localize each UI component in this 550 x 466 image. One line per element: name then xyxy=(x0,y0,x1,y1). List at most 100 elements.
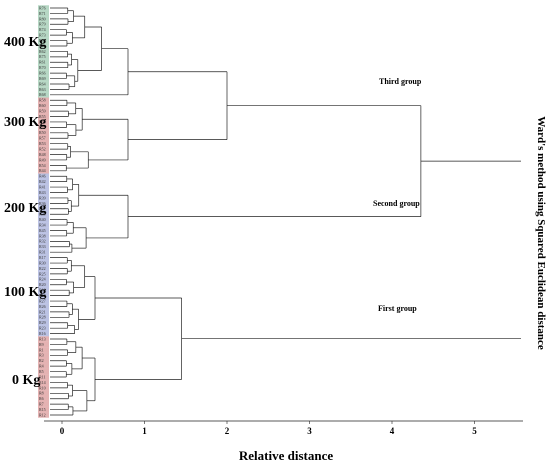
leaf-color-box xyxy=(38,173,49,179)
group-label-300kg: 300 Kg xyxy=(4,115,46,130)
leaf-color-box xyxy=(38,5,49,11)
leaf-label: R62 xyxy=(39,49,46,54)
leaf-color-box xyxy=(38,330,49,337)
leaf-color-box xyxy=(38,86,49,93)
x-tick-label: 0 xyxy=(60,426,65,436)
leaf-label: R15 xyxy=(39,407,46,412)
leaf-label: R10 xyxy=(39,385,46,390)
leaf-color-box xyxy=(38,92,49,98)
leaf-color-box xyxy=(38,406,49,413)
leaf-color-box xyxy=(38,16,49,22)
leaf-color-box xyxy=(38,43,49,49)
leaf-color-box xyxy=(38,119,49,125)
leaf-color-box xyxy=(38,292,49,299)
leaf-color-box xyxy=(38,162,49,169)
leaf-color-box xyxy=(38,54,49,60)
leaf-label: R32 xyxy=(39,239,46,244)
leaf-label: R53 xyxy=(39,141,46,146)
leaf-color-box xyxy=(38,32,49,38)
leaf-label: R16 xyxy=(39,331,46,336)
leaf-color-box xyxy=(38,211,49,217)
leaf-label: R50 xyxy=(39,130,46,135)
leaf-label: R40 xyxy=(39,217,46,222)
leaf-color-box xyxy=(38,412,49,418)
leaf-label: R9 xyxy=(39,342,44,347)
leaf-label: R4 xyxy=(39,364,44,369)
leaf-label: R11 xyxy=(39,374,46,379)
leaf-label: R37 xyxy=(39,206,46,211)
leaf-color-box xyxy=(38,157,49,163)
leaf-color-box xyxy=(38,81,49,87)
leaf-label: R31 xyxy=(39,250,46,255)
leaf-label: R60 xyxy=(39,103,46,108)
leaf-label: R35 xyxy=(39,212,46,217)
leaf-label: R38 xyxy=(39,233,46,238)
group-label-200kg: 200 Kg xyxy=(4,201,46,216)
cluster-label-third-group: Third group xyxy=(379,77,422,86)
leaf-color-box xyxy=(38,233,49,239)
y-axis-label: Ward's method using Squared Euclidean di… xyxy=(535,116,547,350)
cluster-label-first-group: First group xyxy=(378,304,417,313)
leaf-color-box xyxy=(38,222,49,228)
leaf-color-box xyxy=(38,287,49,293)
group-label-0kg: 0 Kg xyxy=(12,373,40,388)
leaf-label: R27 xyxy=(39,298,46,303)
leaf-label: R70 xyxy=(39,65,46,70)
leaf-label: R18 xyxy=(39,293,46,298)
leaf-color-box xyxy=(38,265,49,272)
leaf-color-box xyxy=(38,75,49,82)
leaf-color-box xyxy=(38,368,49,375)
leaf-label: R14 xyxy=(39,380,46,385)
leaf-label: R28 xyxy=(39,315,46,320)
leaf-label: R80 xyxy=(39,16,46,21)
leaf-label: R59 xyxy=(39,109,46,114)
leaf-label: R41 xyxy=(39,184,46,189)
leaf-label: R1 xyxy=(39,347,44,352)
leaf-color-box xyxy=(38,26,49,33)
leaf-label: R36 xyxy=(39,201,46,206)
leaf-label: R49 xyxy=(39,157,46,162)
leaf-color-box xyxy=(38,206,49,212)
leaf-color-box xyxy=(38,298,49,304)
leaf-color-box xyxy=(38,70,49,76)
leaf-color-box xyxy=(38,249,49,255)
leaf-label: R74 xyxy=(39,27,46,32)
leaf-color-box xyxy=(38,374,49,380)
leaf-color-box xyxy=(38,102,49,109)
group-label-400kg: 400 Kg xyxy=(4,35,46,50)
leaf-label: R78 xyxy=(39,38,46,43)
leaf-label: R5 xyxy=(39,369,44,374)
leaf-label: R57 xyxy=(39,136,46,141)
leaf-label: R44 xyxy=(39,168,46,173)
leaf-color-box xyxy=(38,178,49,185)
leaf-label: R51 xyxy=(39,125,46,130)
leaf-color-box xyxy=(38,10,49,17)
leaf-color-box xyxy=(38,113,49,120)
leaf-color-box xyxy=(38,320,49,326)
leaf-color-box xyxy=(38,59,49,65)
leaf-color-box xyxy=(38,396,49,402)
leaf-color-box xyxy=(38,64,49,71)
leaf-label: R79 xyxy=(39,22,46,27)
leaf-color-box xyxy=(38,347,49,353)
leaf-label: R19 xyxy=(39,288,46,293)
leaf-color-box xyxy=(38,151,49,158)
leaf-label: R22 xyxy=(39,266,46,271)
leaf-color-box xyxy=(38,282,49,288)
leaf-label: R72 xyxy=(39,43,46,48)
leaf-label: R63 xyxy=(39,87,46,92)
leaf-color-box xyxy=(38,146,49,152)
x-tick-label: 3 xyxy=(307,426,312,436)
leaf-color-box xyxy=(38,314,49,321)
leaf-color-box xyxy=(38,336,49,342)
leaf-label: R23 xyxy=(39,326,46,331)
leaf-label: R52 xyxy=(39,146,46,151)
leaf-color-box xyxy=(38,140,49,147)
leaf-label: R69 xyxy=(39,76,46,81)
leaf-color-box xyxy=(38,271,49,277)
x-tick-label: 5 xyxy=(472,426,477,436)
leaf-label: R12 xyxy=(39,412,46,417)
leaf-color-box xyxy=(38,303,49,310)
leaf-color-box xyxy=(38,309,49,315)
x-axis-ticks: 0 1 2 3 4 5 xyxy=(60,421,477,436)
